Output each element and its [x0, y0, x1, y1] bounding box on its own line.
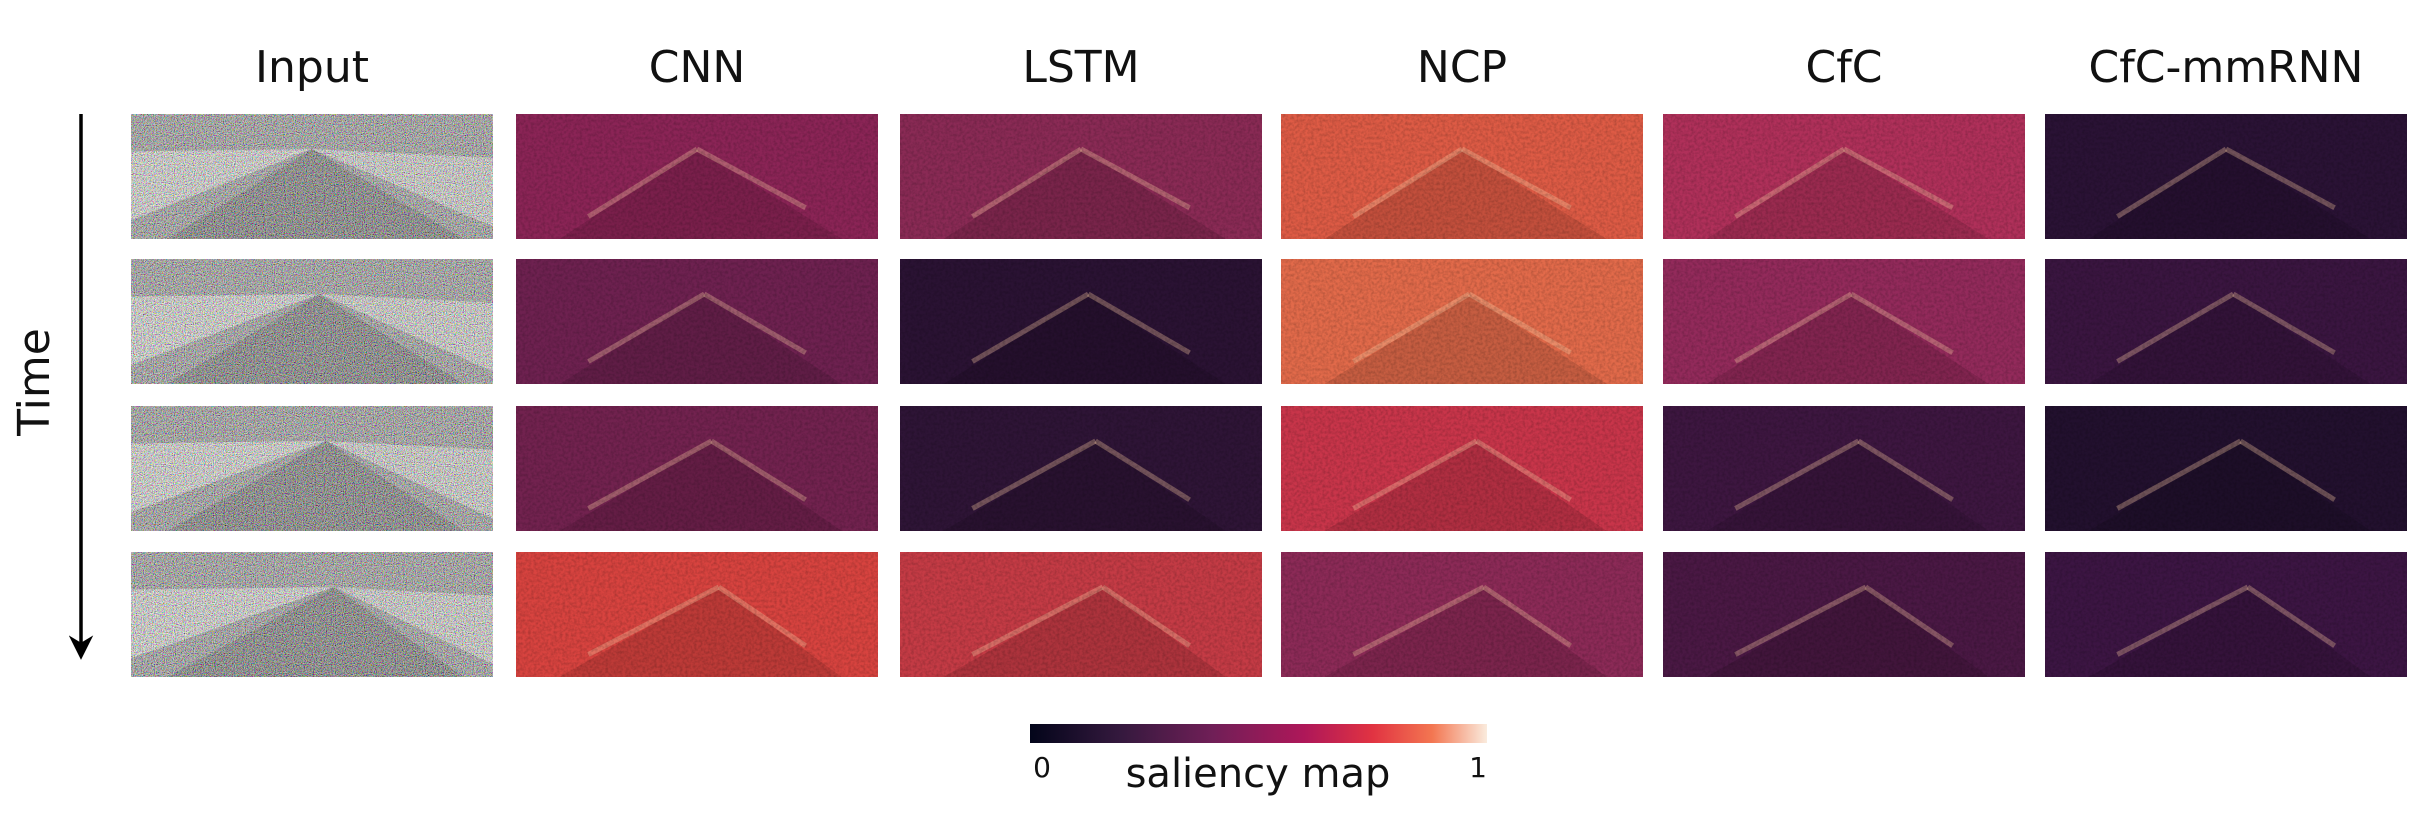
noise	[131, 114, 493, 239]
column-header: NCP	[1417, 42, 1507, 93]
time-label: Time	[9, 328, 60, 437]
colorbar	[1030, 724, 1487, 743]
grain	[1281, 114, 1643, 239]
grain	[900, 552, 1262, 677]
noise	[131, 406, 493, 531]
grain	[1281, 552, 1643, 677]
saliency-map	[516, 406, 878, 531]
column-header: Input	[255, 42, 369, 93]
saliency-map	[1281, 552, 1643, 677]
noise	[131, 552, 493, 677]
colorbar-max: 1	[1469, 751, 1487, 784]
grain	[1663, 259, 2025, 384]
grain	[2045, 259, 2407, 384]
saliency-map	[1663, 114, 2025, 239]
noise	[131, 259, 493, 384]
saliency-map	[900, 114, 1262, 239]
saliency-map	[1281, 406, 1643, 531]
saliency-map	[516, 259, 878, 384]
saliency-map	[1663, 552, 2025, 677]
saliency-map	[1663, 259, 2025, 384]
saliency-map	[1663, 406, 2025, 531]
saliency-map	[2045, 259, 2407, 384]
colorbar-label: saliency map	[1126, 751, 1391, 797]
grain	[1281, 406, 1643, 531]
saliency-map	[2045, 406, 2407, 531]
grain	[1281, 259, 1643, 384]
saliency-map	[900, 406, 1262, 531]
grain	[2045, 114, 2407, 239]
saliency-map	[1281, 114, 1643, 239]
input-frame	[131, 552, 493, 677]
grain	[900, 259, 1262, 384]
grain	[516, 259, 878, 384]
saliency-map	[900, 552, 1262, 677]
saliency-map	[516, 552, 878, 677]
column-header: CNN	[649, 42, 746, 93]
column-header: CfC-mmRNN	[2089, 42, 2364, 93]
grain	[1663, 552, 2025, 677]
colorbar-min: 0	[1033, 751, 1051, 784]
saliency-map	[516, 114, 878, 239]
grain	[1663, 406, 2025, 531]
grain	[516, 406, 878, 531]
saliency-map	[2045, 114, 2407, 239]
grain	[2045, 406, 2407, 531]
grain	[516, 552, 878, 677]
grain	[2045, 552, 2407, 677]
grain	[516, 114, 878, 239]
input-frame	[131, 406, 493, 531]
grain	[1663, 114, 2025, 239]
input-frame	[131, 114, 493, 239]
saliency-map	[900, 259, 1262, 384]
column-header: CfC	[1806, 42, 1883, 93]
grain	[900, 114, 1262, 239]
saliency-map	[2045, 552, 2407, 677]
grain	[900, 406, 1262, 531]
column-header: LSTM	[1022, 42, 1139, 93]
input-frame	[131, 259, 493, 384]
saliency-map	[1281, 259, 1643, 384]
